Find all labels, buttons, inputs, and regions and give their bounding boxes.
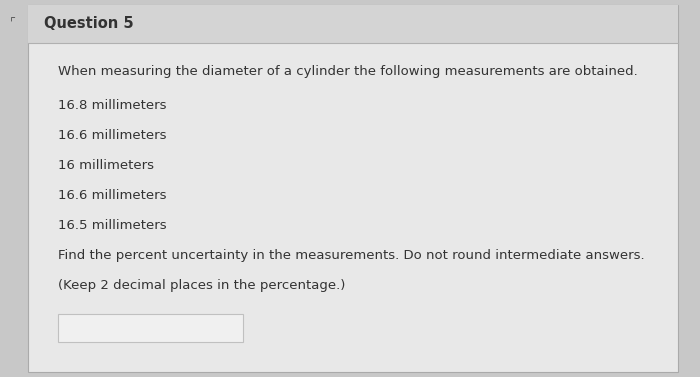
Text: 16.5 millimeters: 16.5 millimeters [58,219,167,232]
Text: When measuring the diameter of a cylinder the following measurements are obtaine: When measuring the diameter of a cylinde… [58,65,638,78]
Text: 16.6 millimeters: 16.6 millimeters [58,129,167,142]
Text: 16 millimeters: 16 millimeters [58,159,154,172]
Text: (Keep 2 decimal places in the percentage.): (Keep 2 decimal places in the percentage… [58,279,345,292]
FancyBboxPatch shape [58,314,243,342]
FancyBboxPatch shape [28,5,678,372]
Text: ⌜: ⌜ [10,17,16,31]
Text: Question 5: Question 5 [44,17,134,32]
Text: 16.8 millimeters: 16.8 millimeters [58,99,167,112]
Text: 16.6 millimeters: 16.6 millimeters [58,189,167,202]
Text: Find the percent uncertainty in the measurements. Do not round intermediate answ: Find the percent uncertainty in the meas… [58,249,645,262]
FancyBboxPatch shape [28,5,678,43]
